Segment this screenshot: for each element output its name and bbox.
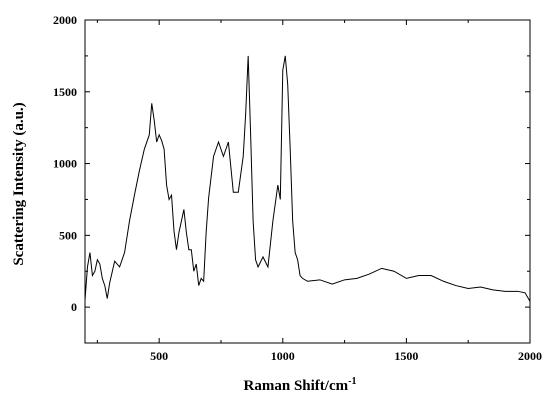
ticks	[85, 19, 531, 344]
x-tick-label: 2000	[518, 349, 542, 363]
x-axis-title-superscript: -1	[348, 376, 356, 387]
x-axis-title-text: Raman Shift/cm	[244, 378, 349, 394]
y-tick-label: 1500	[53, 85, 77, 99]
x-tick-label: 1000	[271, 349, 295, 363]
y-tick-label: 2000	[53, 13, 77, 27]
x-axis-title: Raman Shift/cm-1	[244, 376, 357, 394]
tick-labels: 500 1000 1500 2000 0 500 1000 1500 2000	[53, 13, 542, 363]
axes	[84, 19, 531, 344]
x-tick-label: 1500	[394, 349, 418, 363]
spectrum-line	[84, 55, 531, 302]
series	[84, 55, 531, 302]
y-tick-label: 0	[71, 300, 77, 314]
y-tick-label: 1000	[53, 157, 77, 171]
x-tick-label: 500	[150, 349, 168, 363]
y-tick-label: 500	[59, 228, 77, 242]
y-axis-title: Scattering Intensity (a.u.)	[11, 102, 27, 265]
plot-frame	[84, 19, 531, 344]
